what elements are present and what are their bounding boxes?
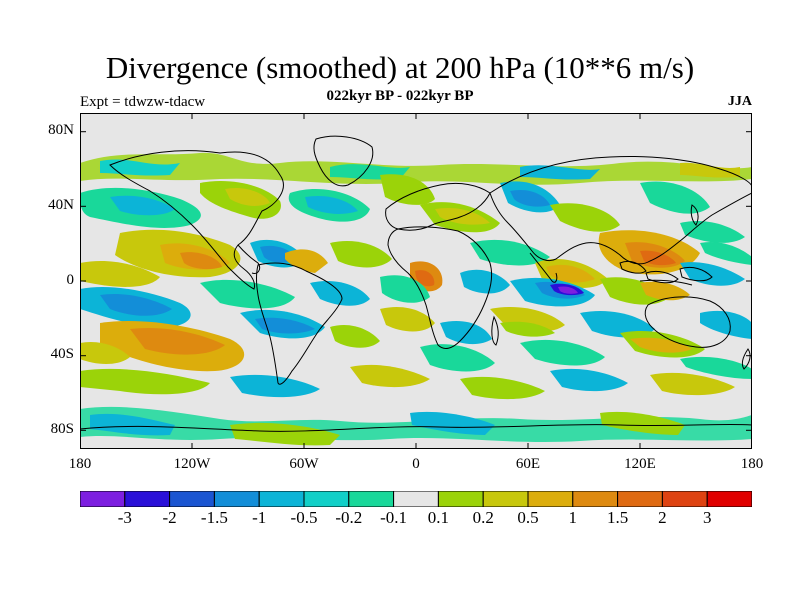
colorbar-label: -0.5 bbox=[290, 508, 318, 527]
colorbar-swatch bbox=[303, 491, 350, 507]
colorbar-swatch bbox=[393, 491, 439, 507]
colorbar-swatch bbox=[348, 491, 395, 507]
colorbar-swatch bbox=[572, 491, 619, 507]
colorbar-swatch bbox=[213, 491, 260, 507]
colorbar-swatch bbox=[80, 491, 126, 507]
lat-label-80s: 80S bbox=[50, 421, 74, 437]
colorbar-label: -0.2 bbox=[335, 508, 363, 527]
chart-title: Divergence (smoothed) at 200 hPa (10**6 … bbox=[105, 50, 695, 85]
colorbar-swatch bbox=[706, 491, 752, 507]
colorbar-label: 0.5 bbox=[517, 508, 539, 527]
colorbar-swatch bbox=[169, 491, 215, 507]
colorbar-label: -2 bbox=[162, 508, 177, 527]
map-ticks bbox=[80, 113, 752, 449]
colorbar-label: 2 bbox=[658, 508, 667, 527]
lon-label-0: 0 bbox=[412, 456, 420, 472]
lon-label-60e: 60E bbox=[515, 456, 541, 472]
coastlines bbox=[80, 135, 752, 432]
colorbar-swatch bbox=[482, 491, 529, 507]
colorbar-label: -3 bbox=[117, 508, 132, 527]
lat-label-40n: 40N bbox=[48, 197, 74, 213]
colorbar-swatch bbox=[527, 491, 574, 507]
lon-label-180e: 180 bbox=[740, 456, 764, 472]
season-label: JJA bbox=[727, 94, 752, 109]
colorbar-swatch bbox=[437, 491, 484, 507]
lon-label-60w: 60W bbox=[289, 456, 319, 472]
colorbar-label: -0.1 bbox=[380, 508, 408, 527]
lat-label-eq: 0 bbox=[66, 272, 75, 288]
colorbar-label: -1.5 bbox=[200, 508, 228, 527]
period-subtitle: 022kyr BP - 022kyr BP bbox=[326, 88, 474, 104]
colorbar-label: 1.5 bbox=[606, 508, 629, 527]
colorbar-label: -1 bbox=[252, 508, 267, 527]
colorbar-swatch bbox=[617, 491, 663, 507]
colorbar bbox=[80, 491, 752, 507]
colorbar-label: 0.1 bbox=[427, 508, 450, 527]
colorbar-swatch bbox=[258, 491, 305, 507]
lon-label-120w: 120W bbox=[173, 456, 211, 472]
colorbar-label: 1 bbox=[568, 508, 578, 527]
lon-label-180w: 180 bbox=[68, 456, 92, 472]
colorbar-swatch bbox=[124, 491, 171, 507]
lat-label-40s: 40S bbox=[50, 346, 74, 362]
lon-label-120e: 120E bbox=[624, 456, 656, 472]
experiment-label: Expt = tdwzw-tdacw bbox=[80, 94, 206, 110]
colorbar-swatch bbox=[661, 491, 708, 507]
divergence-map bbox=[80, 113, 752, 449]
lat-label-80n: 80N bbox=[48, 122, 74, 138]
colorbar-label: 3 bbox=[702, 508, 712, 527]
colorbar-label: 0.2 bbox=[472, 508, 494, 527]
